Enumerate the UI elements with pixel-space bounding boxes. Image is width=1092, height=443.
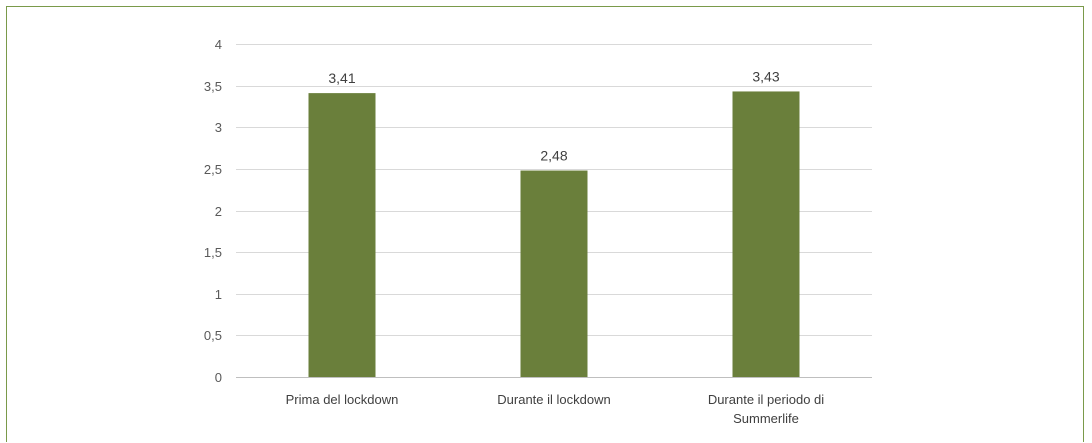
data-label: 2,48 xyxy=(540,148,567,164)
y-tick-label: 3 xyxy=(215,120,222,135)
y-tick-label: 0,5 xyxy=(204,328,222,343)
y-tick-label: 4 xyxy=(215,37,222,52)
y-tick-label: 3,5 xyxy=(204,79,222,94)
y-tick-label: 1,5 xyxy=(204,245,222,260)
bar xyxy=(520,170,588,377)
x-tick-label: Durante il periodo di xyxy=(708,392,824,407)
bar xyxy=(732,91,800,377)
y-tick-label: 0 xyxy=(215,370,222,385)
data-label: 3,43 xyxy=(752,68,779,84)
x-tick-label: Summerlife xyxy=(733,411,799,426)
bar xyxy=(308,93,376,378)
y-tick-label: 1 xyxy=(215,287,222,302)
x-tick-label: Prima del lockdown xyxy=(286,392,399,407)
x-tick-label: Durante il lockdown xyxy=(497,392,610,407)
y-tick-label: 2,5 xyxy=(204,162,222,177)
y-tick-label: 2 xyxy=(215,204,222,219)
data-label: 3,41 xyxy=(328,70,355,86)
